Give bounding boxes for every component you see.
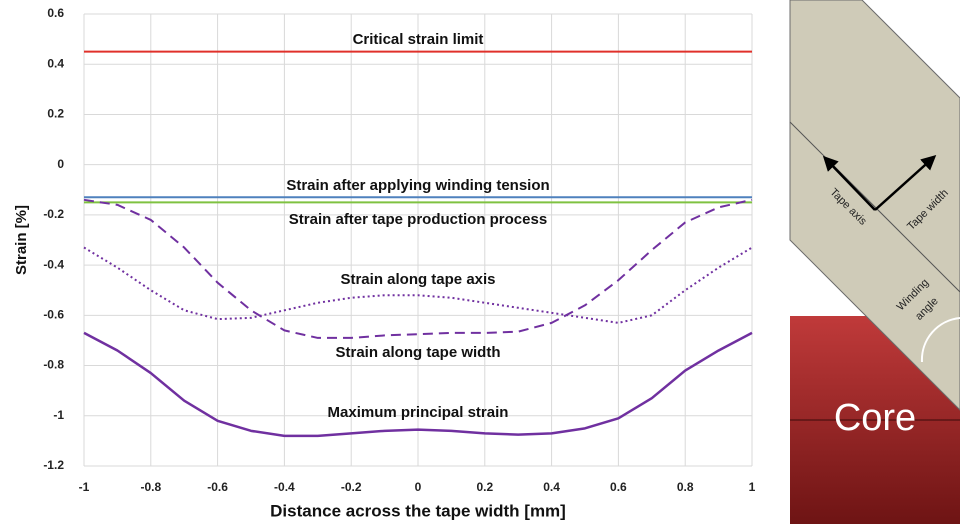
tape xyxy=(789,0,960,411)
y-tick-label: -0.8 xyxy=(43,358,64,372)
series-line xyxy=(83,246,753,324)
y-tick-label: 0.6 xyxy=(47,6,64,20)
x-tick-label: 0.4 xyxy=(543,480,560,494)
x-tick-label: 0.6 xyxy=(610,480,627,494)
tape-diagram: Tape axis Tape width Winding angle Core xyxy=(789,0,960,524)
x-tick-label: 0.2 xyxy=(476,480,493,494)
series-label: Strain along tape axis xyxy=(340,271,495,288)
x-tick-label: 0.8 xyxy=(677,480,694,494)
tape-axis-line xyxy=(789,121,960,293)
y-tick-label: 0.2 xyxy=(47,107,64,121)
x-tick-label: 0 xyxy=(415,480,422,494)
series-line xyxy=(83,198,753,339)
tape-width-arrow xyxy=(874,154,937,211)
y-axis-label: Strain [%] xyxy=(13,205,30,275)
x-tick-label: -1 xyxy=(79,480,90,494)
x-tick-label: 1 xyxy=(749,480,756,494)
series-label: Strain along tape width xyxy=(335,344,500,361)
y-tick-label: -0.6 xyxy=(43,308,64,322)
x-tick-label: -0.4 xyxy=(274,480,295,494)
series-line xyxy=(83,331,753,438)
y-tick-label: -1.2 xyxy=(43,458,64,472)
series-label: Strain after tape production process xyxy=(289,211,547,228)
y-tick-label: 0 xyxy=(57,157,64,171)
tape-axis-arrow xyxy=(822,155,876,211)
series-label: Critical strain limit xyxy=(353,31,484,48)
x-axis-label: Distance across the tape width [mm] xyxy=(270,501,566,520)
x-tick-label: -0.6 xyxy=(207,480,228,494)
x-tick-label: -0.2 xyxy=(341,480,362,494)
y-tick-label: -1 xyxy=(53,408,64,422)
series-label: Strain after applying winding tension xyxy=(286,177,549,194)
y-tick-label: -0.2 xyxy=(43,207,64,221)
x-tick-label: -0.8 xyxy=(140,480,161,494)
y-tick-label: -0.4 xyxy=(43,257,64,271)
core-label: Core xyxy=(834,397,916,439)
y-tick-label: 0.4 xyxy=(47,56,64,70)
angle-arc xyxy=(920,317,960,363)
series-label: Maximum principal strain xyxy=(328,404,509,421)
